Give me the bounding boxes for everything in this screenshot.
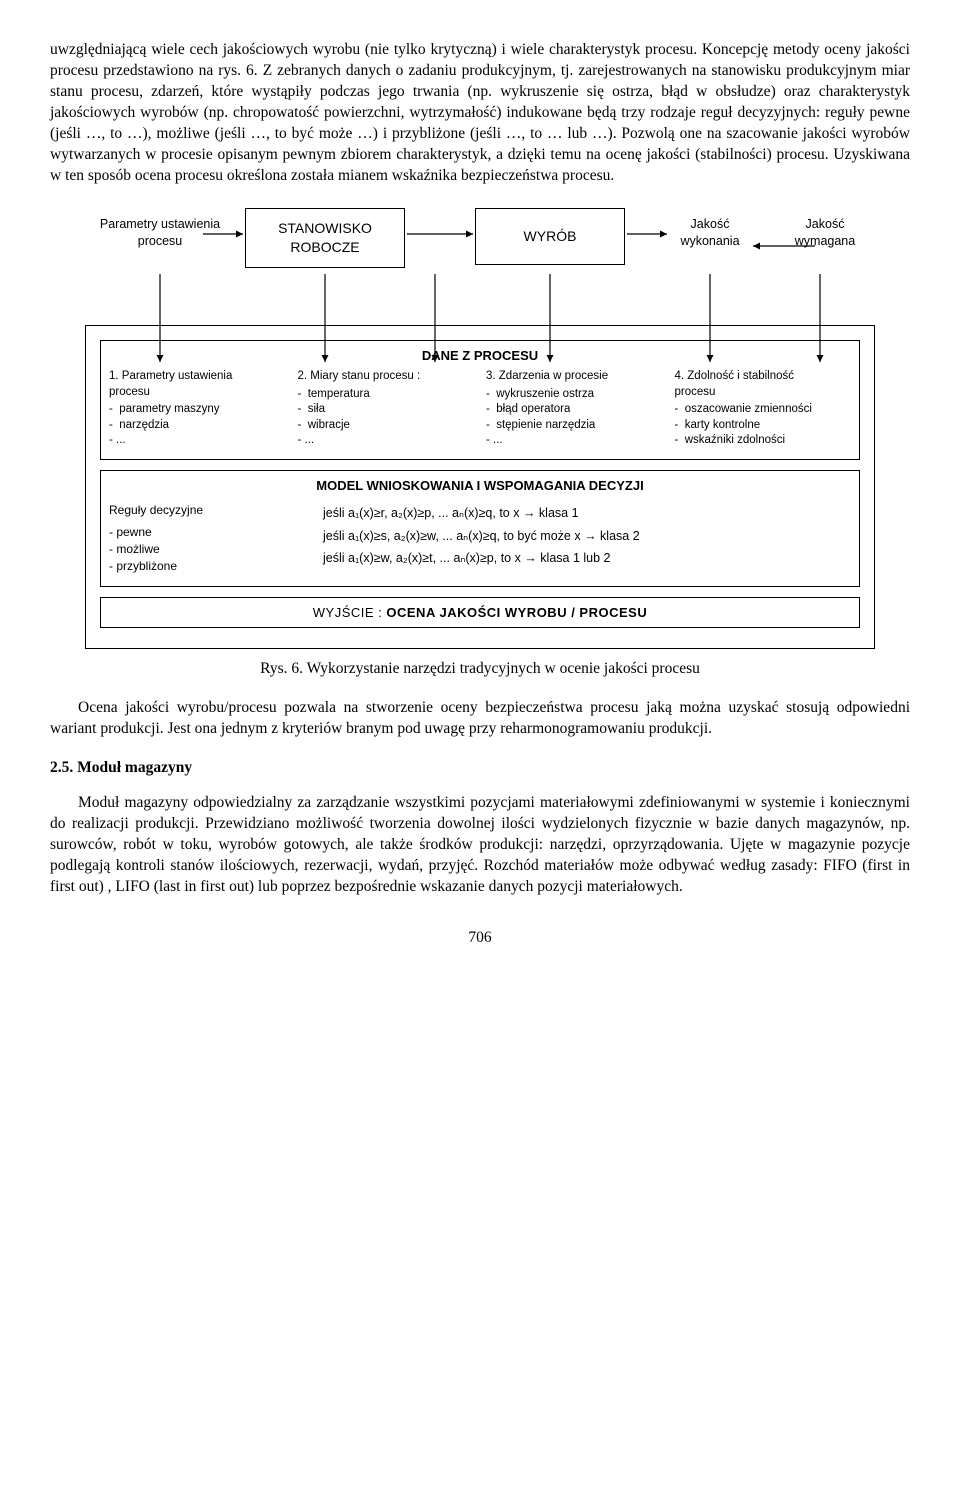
rules-left: Reguły decyzyjne - pewne - możliwe - prz… xyxy=(109,502,299,576)
paragraph-magazyny: Moduł magazyny odpowiedzialny za zarządz… xyxy=(50,793,910,898)
rules-right: jeśli a₁(x)≥r, a₂(x)≥p, ... aₙ(x)≥q, to … xyxy=(323,502,851,576)
dane-col-4: 4. Zdolność i stabilność procesu - oszac… xyxy=(675,369,852,449)
paragraph-intro: uwzględniającą wiele cech jakościowych w… xyxy=(50,40,910,186)
outer-frame: DANE Z PROCESU 1. Parametry ustawienia p… xyxy=(85,325,875,649)
output-bold: OCENA JAKOŚCI WYROBU / PROCESU xyxy=(386,605,647,620)
figure-6-diagram: Parametry ustawienia procesu STANOWISKO … xyxy=(85,204,875,649)
dane-col-1: 1. Parametry ustawienia procesu - parame… xyxy=(109,369,286,449)
dane-frame: DANE Z PROCESU 1. Parametry ustawienia p… xyxy=(100,340,860,459)
figure-6-caption: Rys. 6. Wykorzystanie narzędzi tradycyjn… xyxy=(50,659,910,680)
top-arrows xyxy=(85,204,875,274)
output-frame: WYJŚCIE : OCENA JAKOŚCI WYROBU / PROCESU xyxy=(100,597,860,629)
section-2-5-heading: 2.5. Moduł magazyny xyxy=(50,758,910,779)
output-prefix: WYJŚCIE : xyxy=(313,605,387,620)
model-frame: MODEL WNIOSKOWANIA I WSPOMAGANIA DECYZJI… xyxy=(100,470,860,587)
page-number: 706 xyxy=(50,928,910,949)
model-title: MODEL WNIOSKOWANIA I WSPOMAGANIA DECYZJI xyxy=(101,471,859,501)
dane-title: DANE Z PROCESU xyxy=(101,341,859,369)
dane-col-2: 2. Miary stanu procesu : - temperatura -… xyxy=(298,369,475,449)
down-arrows xyxy=(85,274,875,319)
paragraph-ocena: Ocena jakości wyrobu/procesu pozwala na … xyxy=(50,698,910,740)
dane-col-3: 3. Zdarzenia w procesie - wykruszenie os… xyxy=(486,369,663,449)
